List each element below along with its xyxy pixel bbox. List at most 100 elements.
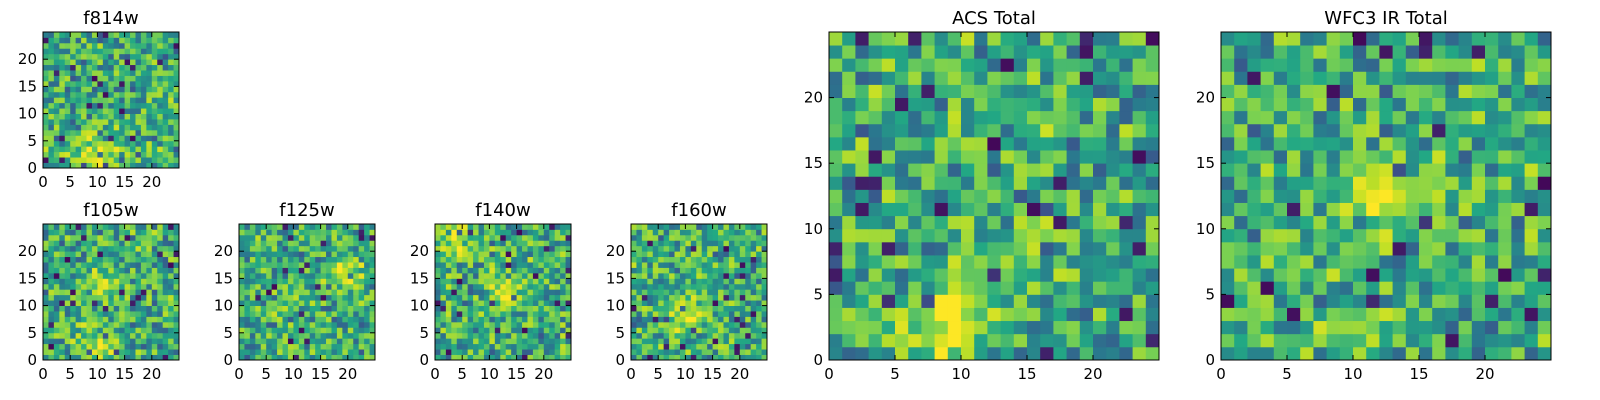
heatmap-cell [347,245,354,252]
heatmap-cell [522,332,528,339]
heatmap-cell [679,262,686,268]
heatmap-cell [690,327,697,334]
heatmap-cell [244,256,251,263]
heatmap-cell [549,349,556,355]
heatmap-cell [1079,176,1094,190]
heatmap-cell [1145,32,1160,46]
heatmap-cell [451,294,458,301]
heatmap-cell [1066,228,1081,243]
heatmap-cell [1537,110,1552,125]
heatmap-cell [124,224,131,230]
heatmap-cell [53,300,60,306]
heatmap-cell [91,229,98,236]
heatmap-cell [358,349,365,355]
heatmap-cell [679,229,686,236]
heatmap-cell [658,245,665,252]
heatmap-cell [277,354,283,361]
heatmap-cell [663,343,670,350]
heatmap-cell [685,338,692,345]
heatmap-cell [151,162,158,169]
heatmap-cell [440,332,447,339]
heatmap-cell [70,91,77,98]
heatmap-cell [64,53,71,60]
heatmap-cell [1000,176,1015,190]
heatmap-cell [1145,110,1160,125]
heatmap-cell [64,311,71,317]
heatmap-cell [108,289,115,296]
heatmap-cell [342,311,349,317]
heatmap-cell [947,58,962,72]
heatmap-cell [91,80,98,87]
heatmap-cell [364,262,370,268]
heatmap-cell [543,294,550,301]
heatmap-cell [64,289,71,296]
heatmap-cell [1260,228,1275,243]
heatmap-cell [113,262,120,268]
heatmap-cell [173,305,180,312]
heatmap-cell [565,300,572,306]
heatmap-cell [53,129,60,136]
heatmap-cell [102,59,109,66]
heatmap-cell [1221,228,1235,243]
heatmap-cell [696,343,703,350]
heatmap-cell [326,316,332,323]
x-tick-label: 15 [1017,365,1036,383]
heatmap-cell [1079,136,1094,151]
heatmap-cell [266,234,273,241]
heatmap-cell [358,283,365,290]
heatmap-cell [1419,163,1433,177]
heatmap-cell [108,75,115,82]
heatmap-cell [173,37,180,44]
heatmap-cell [48,311,55,317]
heatmap-cell [1445,333,1459,348]
heatmap-cell [1511,228,1525,243]
y-tick-label: 20 [18,242,37,260]
heatmap-cell [298,245,305,252]
heatmap-cell [728,311,735,317]
heatmap-cell [745,272,752,279]
heatmap-cell [282,251,289,258]
heatmap-cell [1485,110,1499,125]
heatmap-cell [647,229,654,236]
heatmap-cell [511,311,517,317]
heatmap-cell [1234,320,1248,335]
heatmap-cell [320,300,327,306]
heatmap-cell [70,245,77,252]
heatmap-cell [168,91,174,98]
heatmap-cell [113,316,120,323]
heatmap-cell [91,113,98,120]
heatmap-cell [146,229,153,236]
heatmap-cell [1485,307,1499,322]
x-tick-label: 0 [1216,365,1226,383]
heatmap-cell [631,321,637,328]
heatmap-cell [239,316,245,323]
heatmap-cell [124,42,131,49]
heatmap-cell [1000,281,1015,295]
heatmap-cell [336,354,343,361]
heatmap-cell [239,272,245,279]
heatmap-cell [756,349,762,355]
heatmap-cell [124,354,131,361]
heatmap-cell [631,300,637,306]
x-tick-label: 20 [534,365,553,383]
heatmap-cell [282,267,289,274]
heatmap-cell [342,294,349,301]
heatmap-cell [364,267,370,274]
heatmap-cell [331,283,338,290]
heatmap-cell [255,300,262,306]
heatmap-cell [728,283,735,290]
x-tick-label: 5 [65,173,75,191]
heatmap-cell [728,332,735,339]
heatmap-cell [315,316,321,323]
heatmap-cell [674,224,681,230]
heatmap-cell [353,338,360,345]
heatmap-cell [440,300,447,306]
heatmap-cell [1313,123,1327,138]
heatmap-cell [1145,176,1160,190]
heatmap-cell [440,316,447,323]
heatmap-cell [162,140,169,147]
heatmap-cell [435,283,441,290]
heatmap-cell [146,283,153,290]
heatmap-cell [1445,215,1459,230]
heatmap-cell [473,240,479,247]
